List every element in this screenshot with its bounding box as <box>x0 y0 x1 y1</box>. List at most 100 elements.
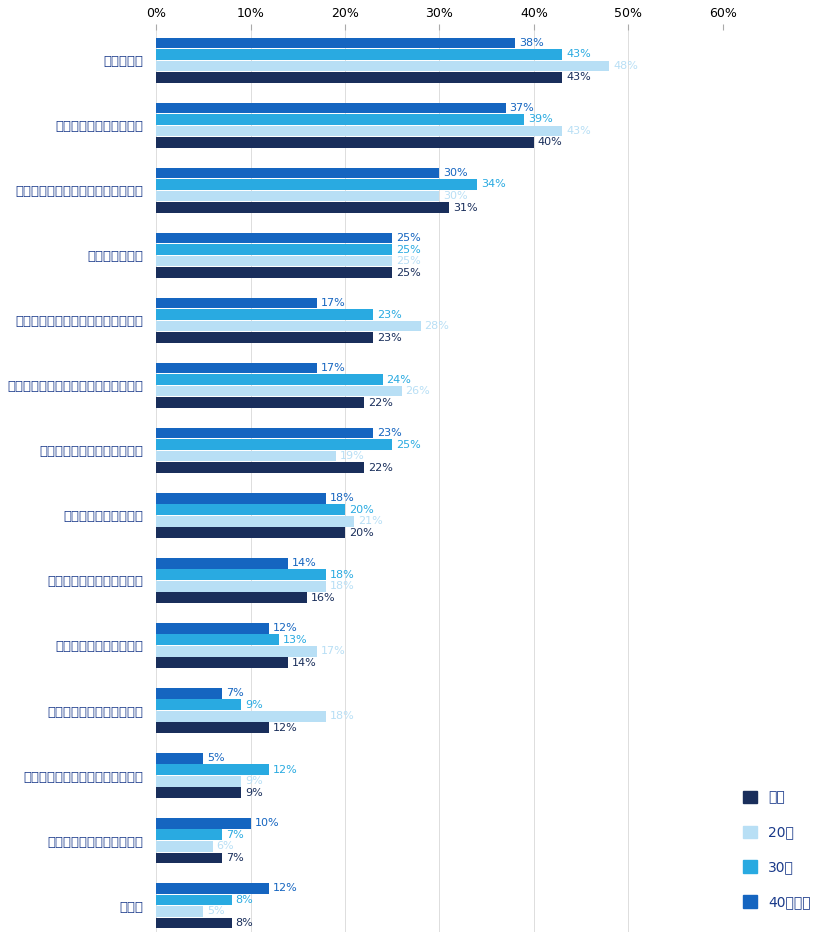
Bar <box>156 309 373 320</box>
Text: 39%: 39% <box>528 115 553 125</box>
Text: 28%: 28% <box>424 321 449 331</box>
Text: 30%: 30% <box>444 191 468 201</box>
Text: 17%: 17% <box>321 363 345 373</box>
Text: 25%: 25% <box>396 439 421 450</box>
Text: 18%: 18% <box>330 581 354 592</box>
Text: 13%: 13% <box>283 635 307 645</box>
Text: 34%: 34% <box>481 179 506 190</box>
Text: 7%: 7% <box>226 853 244 863</box>
Bar <box>156 493 326 503</box>
Bar <box>156 895 232 905</box>
Text: 17%: 17% <box>321 646 345 656</box>
Bar <box>156 829 223 840</box>
Text: 7%: 7% <box>226 688 244 699</box>
Bar <box>156 386 402 396</box>
Bar <box>156 126 562 136</box>
Bar <box>156 439 392 450</box>
Bar <box>156 61 610 71</box>
Bar <box>156 244 392 254</box>
Bar <box>156 764 270 776</box>
Bar <box>156 255 392 267</box>
Text: 16%: 16% <box>311 593 336 603</box>
Text: 24%: 24% <box>386 375 412 385</box>
Bar <box>156 906 203 916</box>
Bar <box>156 375 383 385</box>
Bar <box>156 298 317 308</box>
Text: 18%: 18% <box>330 711 354 721</box>
Text: 40%: 40% <box>538 137 563 147</box>
Text: 7%: 7% <box>226 830 244 839</box>
Bar <box>156 646 317 656</box>
Bar <box>156 451 336 461</box>
Text: 43%: 43% <box>566 72 591 83</box>
Bar <box>156 202 449 213</box>
Text: 22%: 22% <box>368 463 392 472</box>
Bar <box>156 233 392 243</box>
Bar <box>156 137 534 147</box>
Text: 10%: 10% <box>255 818 279 828</box>
Text: 12%: 12% <box>273 884 298 893</box>
Bar <box>156 623 270 634</box>
Text: 37%: 37% <box>509 103 534 113</box>
Bar <box>156 688 223 699</box>
Text: 5%: 5% <box>207 906 225 916</box>
Bar <box>156 321 421 331</box>
Text: 25%: 25% <box>396 244 421 254</box>
Text: 5%: 5% <box>207 753 225 763</box>
Bar <box>156 167 439 178</box>
Bar <box>156 397 364 408</box>
Text: 12%: 12% <box>273 623 298 633</box>
Text: 23%: 23% <box>377 428 402 439</box>
Text: 21%: 21% <box>358 516 383 526</box>
Bar <box>156 711 326 722</box>
Bar <box>156 191 439 201</box>
Text: 43%: 43% <box>566 50 591 59</box>
Text: 6%: 6% <box>217 841 234 852</box>
Bar <box>156 788 241 798</box>
Text: 19%: 19% <box>339 451 364 461</box>
Text: 8%: 8% <box>235 895 253 905</box>
Text: 43%: 43% <box>566 126 591 136</box>
Bar <box>156 818 250 829</box>
Text: 25%: 25% <box>396 256 421 266</box>
Text: 17%: 17% <box>321 298 345 308</box>
Text: 9%: 9% <box>245 700 263 710</box>
Text: 8%: 8% <box>235 918 253 928</box>
Bar <box>156 841 213 852</box>
Text: 20%: 20% <box>349 504 374 515</box>
Text: 9%: 9% <box>245 788 263 798</box>
Text: 22%: 22% <box>368 397 392 408</box>
Text: 18%: 18% <box>330 570 354 579</box>
Text: 18%: 18% <box>330 493 354 503</box>
Bar <box>156 917 232 929</box>
Bar <box>156 72 562 83</box>
Text: 12%: 12% <box>273 723 298 732</box>
Text: 31%: 31% <box>453 203 477 212</box>
Bar <box>156 569 326 580</box>
Text: 30%: 30% <box>444 168 468 178</box>
Bar <box>156 115 524 125</box>
Bar <box>156 753 203 763</box>
Legend: 全体, 20代, 30代, 40代以上: 全体, 20代, 30代, 40代以上 <box>737 784 818 916</box>
Text: 23%: 23% <box>377 310 402 319</box>
Text: 9%: 9% <box>245 777 263 786</box>
Bar <box>156 428 373 439</box>
Text: 38%: 38% <box>519 38 543 48</box>
Bar <box>156 635 279 645</box>
Bar <box>156 528 345 538</box>
Bar <box>156 776 241 787</box>
Bar <box>156 593 307 603</box>
Text: 14%: 14% <box>292 558 317 568</box>
Bar <box>156 102 506 114</box>
Bar <box>156 657 288 669</box>
Text: 23%: 23% <box>377 332 402 343</box>
Text: 20%: 20% <box>349 528 374 538</box>
Bar <box>156 883 270 894</box>
Bar <box>156 581 326 592</box>
Text: 14%: 14% <box>292 657 317 668</box>
Bar <box>156 179 477 190</box>
Bar <box>156 504 345 515</box>
Text: 26%: 26% <box>406 386 430 396</box>
Bar <box>156 722 270 733</box>
Bar <box>156 516 354 527</box>
